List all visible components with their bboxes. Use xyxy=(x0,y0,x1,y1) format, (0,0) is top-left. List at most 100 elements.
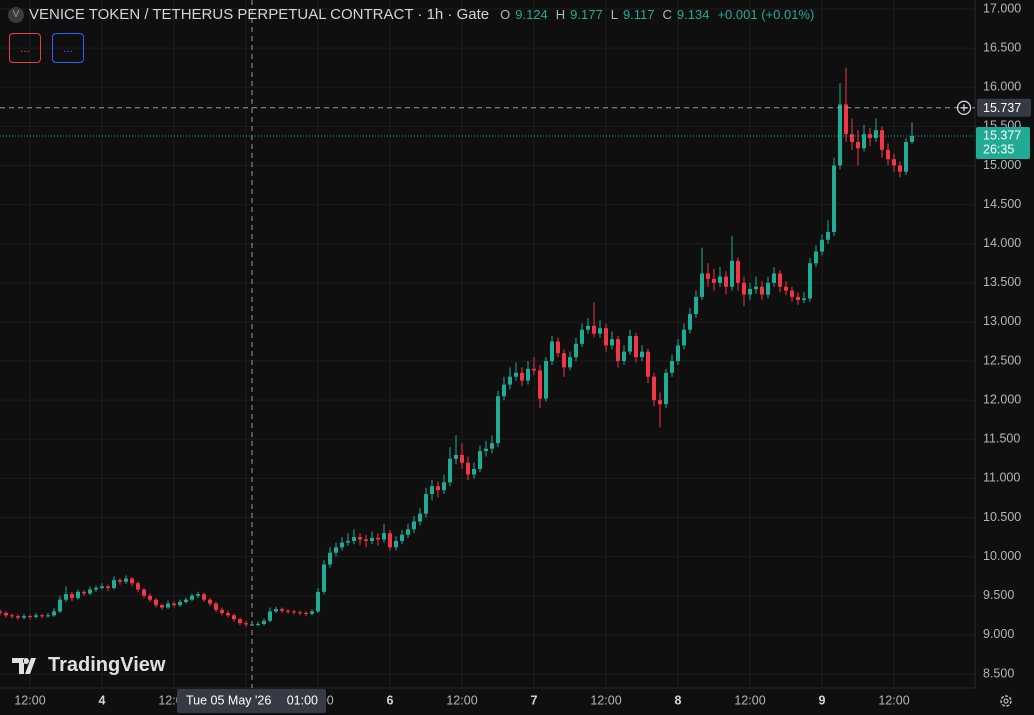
candle-body xyxy=(364,539,368,541)
candle-body xyxy=(556,341,560,354)
candle-body xyxy=(832,165,836,232)
candle-body xyxy=(694,296,698,315)
candle-body xyxy=(160,605,164,608)
candle-body xyxy=(130,578,134,584)
candle-body xyxy=(298,612,302,614)
candle-body xyxy=(124,578,128,582)
indicator-button[interactable]: ... xyxy=(52,33,84,63)
candle-body xyxy=(58,599,62,612)
candle-body xyxy=(226,612,230,616)
candle-body xyxy=(424,494,428,514)
candle-body xyxy=(118,580,122,582)
x-tick-label: 8 xyxy=(675,693,682,707)
ohlc-label: H xyxy=(555,7,566,22)
candle-body xyxy=(94,587,98,590)
candle-body xyxy=(580,329,584,344)
candle-body xyxy=(388,533,392,548)
candle-body xyxy=(526,368,530,381)
candle-body xyxy=(22,616,26,618)
candle-body xyxy=(598,328,602,334)
candle-body xyxy=(28,616,32,618)
candle-body xyxy=(676,345,680,362)
candle-body xyxy=(856,142,860,149)
brand-name: TradingView xyxy=(48,654,166,676)
candle-body xyxy=(148,595,152,600)
indicator-button[interactable]: ... xyxy=(9,33,41,63)
candle-body xyxy=(394,541,398,548)
candle-body xyxy=(628,336,632,352)
symbol-icon: V xyxy=(8,6,24,23)
last-price: 15.377 xyxy=(983,128,1021,142)
candle-body xyxy=(82,591,86,594)
countdown: 26:35 xyxy=(983,142,1014,156)
candle-body xyxy=(568,357,572,368)
candle-body xyxy=(286,610,290,612)
candle-body xyxy=(430,486,434,495)
candle-body xyxy=(898,165,902,172)
candle-body xyxy=(478,451,482,470)
y-tick-label: 15.000 xyxy=(983,158,1021,172)
y-tick-label: 8.500 xyxy=(983,666,1014,680)
candle-body xyxy=(184,599,188,603)
y-tick-label: 17.000 xyxy=(983,1,1021,15)
candle-body xyxy=(154,599,158,606)
candle-body xyxy=(622,351,626,362)
ohlc-label: L xyxy=(610,7,618,22)
candle-body xyxy=(64,594,68,600)
change: +0.001 (+0.01%) xyxy=(717,7,815,22)
candle-body xyxy=(610,339,614,346)
y-tick-label: 14.000 xyxy=(983,236,1021,250)
candle-body xyxy=(820,239,824,252)
candle-body xyxy=(880,130,884,150)
crosshair-add xyxy=(956,100,972,115)
candle-body xyxy=(88,589,92,594)
crosshair-date: Tue 05 May '26 xyxy=(186,693,271,707)
candle-body xyxy=(412,521,416,530)
candle-body xyxy=(370,537,374,541)
candle-body xyxy=(460,454,464,463)
candle-body xyxy=(76,591,80,599)
candle-body xyxy=(490,443,494,449)
candle-body xyxy=(700,273,704,297)
candle-body xyxy=(382,533,386,540)
candle-body xyxy=(532,368,536,371)
candle-body xyxy=(616,339,620,362)
candle-body xyxy=(232,615,236,620)
candle-body xyxy=(70,594,74,599)
candle-body xyxy=(16,616,20,618)
candle-body xyxy=(514,372,518,377)
candle-body xyxy=(790,290,794,297)
candle-body xyxy=(262,620,266,624)
y-tick-label: 9.000 xyxy=(983,627,1014,641)
x-tick-label: 12:00 xyxy=(734,693,765,707)
candle-body xyxy=(346,541,350,543)
candle-body xyxy=(646,351,650,377)
y-tick-label: 12.000 xyxy=(983,392,1021,406)
candle-body xyxy=(574,343,578,358)
candle-body xyxy=(208,599,212,604)
candle-body xyxy=(100,586,104,588)
candle-body xyxy=(466,462,470,475)
y-tick-label: 10.500 xyxy=(983,510,1021,524)
candle-body xyxy=(274,609,278,612)
candle-body xyxy=(892,159,896,166)
candle-body xyxy=(862,134,866,149)
x-tick-label: 4 xyxy=(99,693,106,707)
candle-body xyxy=(808,263,812,299)
crosshair-add xyxy=(960,104,968,112)
candle-body xyxy=(400,534,404,541)
candle-body xyxy=(706,273,710,279)
candle-body xyxy=(418,513,422,522)
candle-body xyxy=(910,135,914,142)
candle-body xyxy=(730,260,734,287)
candle-body xyxy=(34,615,38,617)
brand-logo xyxy=(12,657,36,674)
price-label-box xyxy=(977,98,1031,117)
candle-body xyxy=(718,276,722,283)
candle-body xyxy=(664,372,668,405)
candle-body xyxy=(550,341,554,362)
candle-body xyxy=(220,609,224,613)
candle-body xyxy=(190,595,194,600)
y-tick-label: 11.000 xyxy=(983,471,1020,485)
